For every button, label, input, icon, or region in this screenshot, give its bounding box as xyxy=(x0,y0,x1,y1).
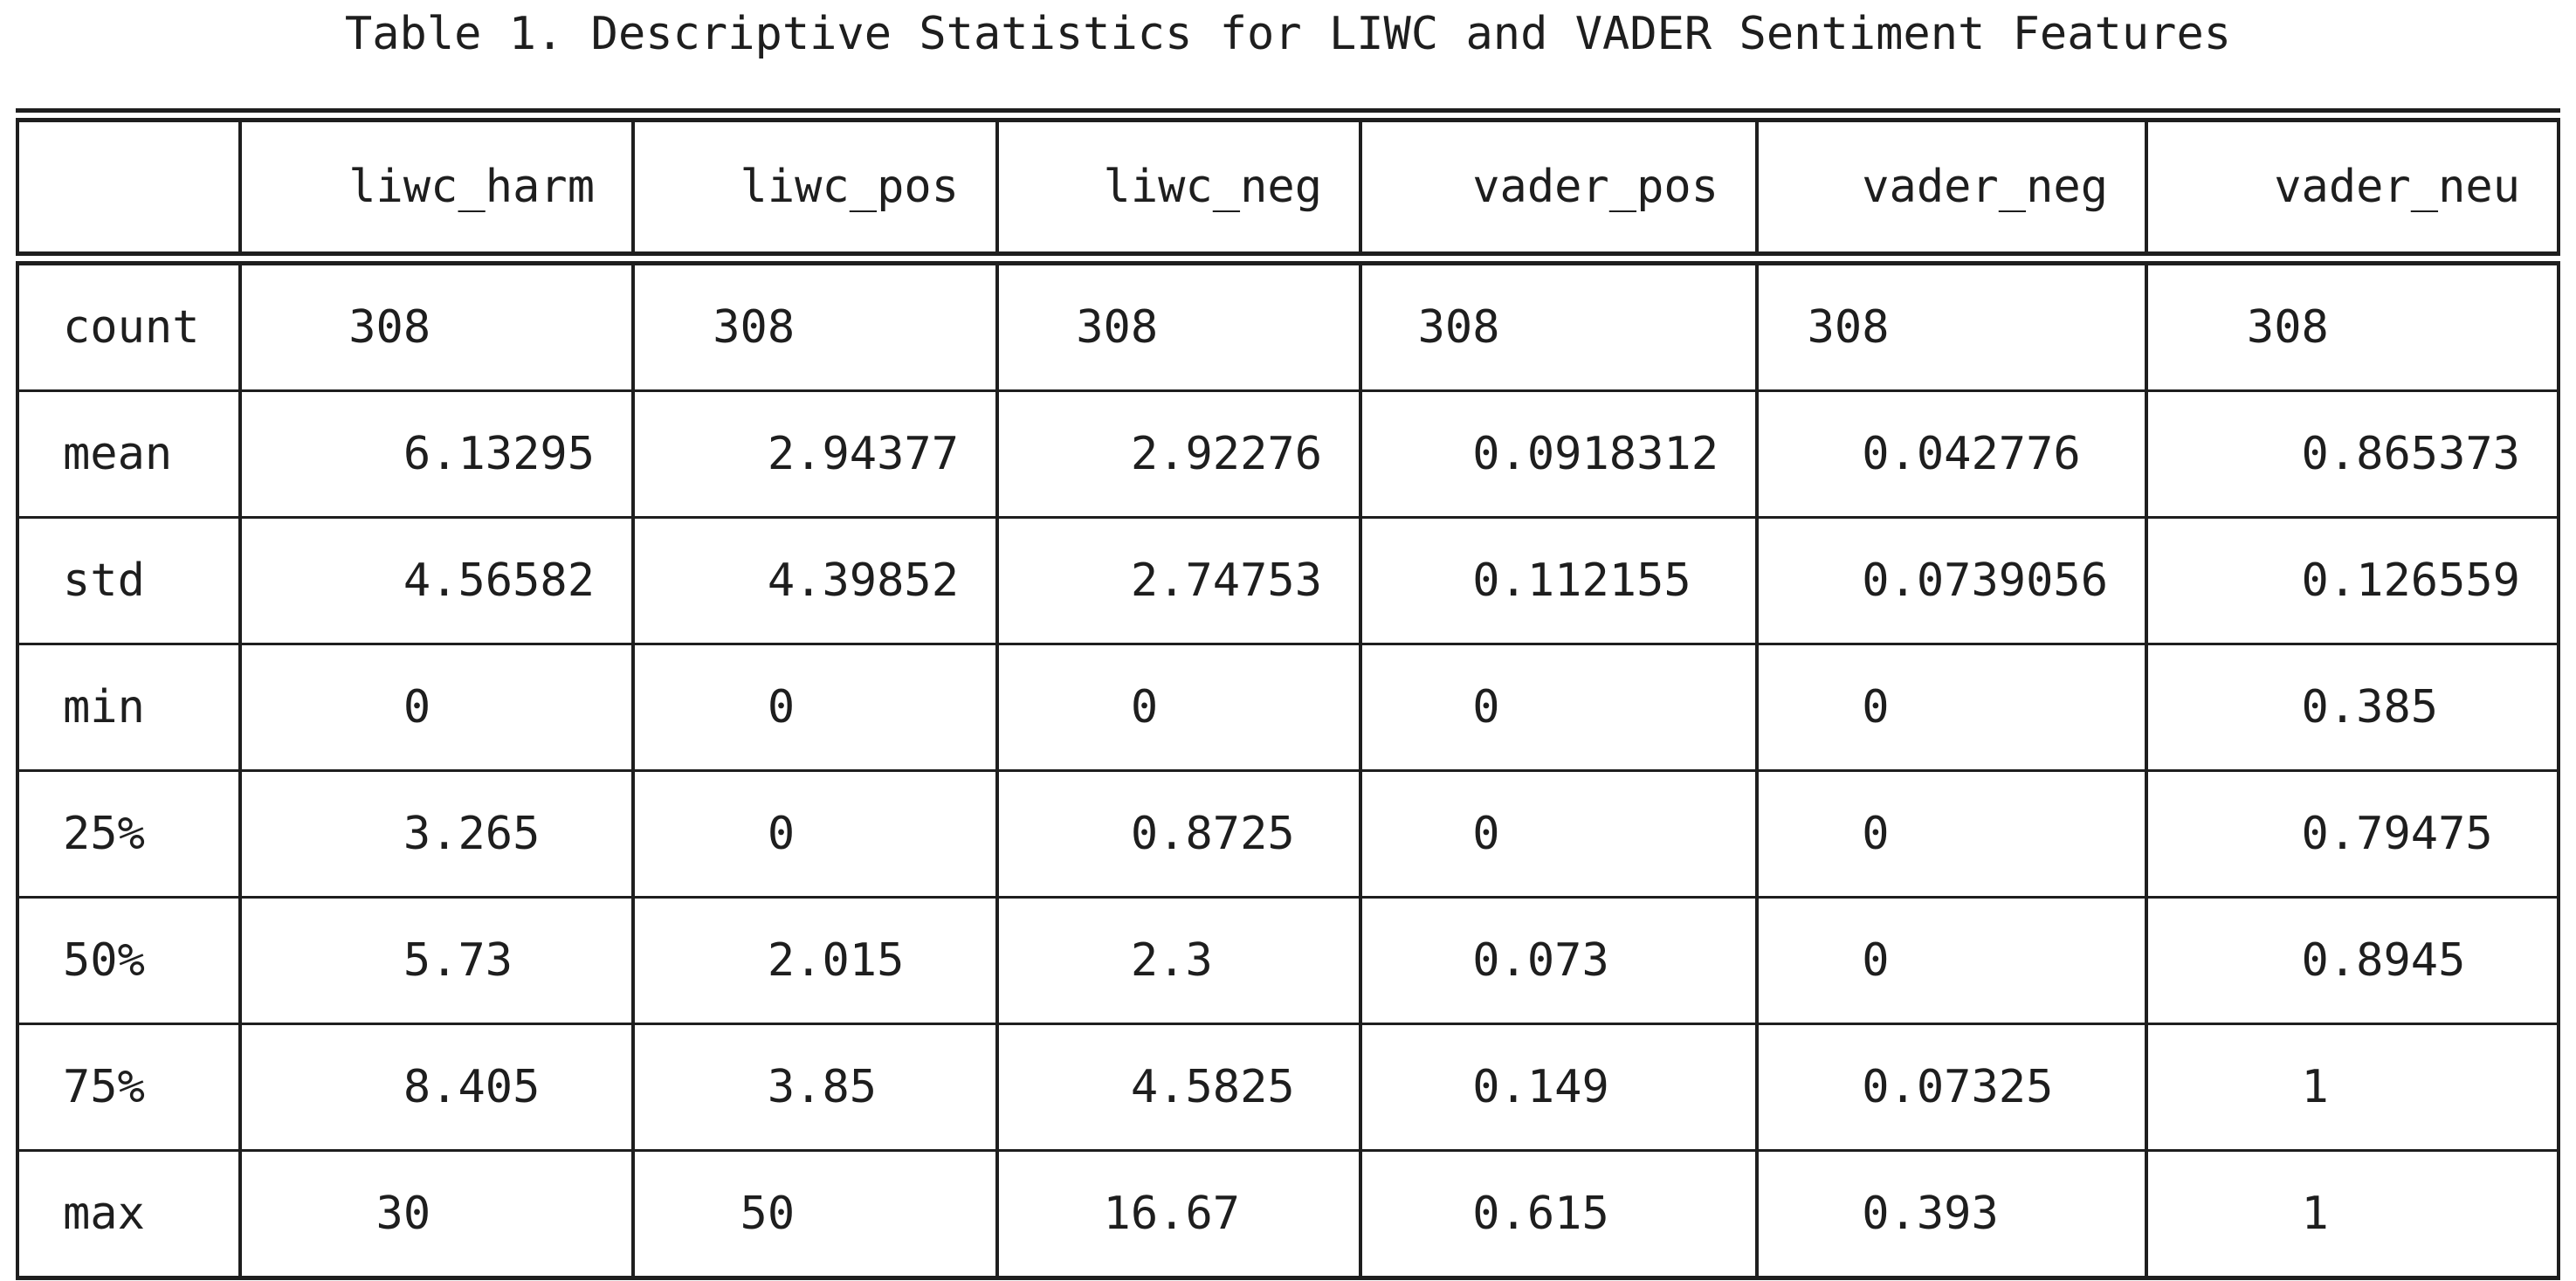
cell-75%-vader_neg: 0.07325 xyxy=(1755,1023,2148,1152)
descriptive-statistics-table: liwc_harm liwc_pos liwc_neg vader_pos vader_… xyxy=(16,108,2560,1281)
cell-max-vader_neu: 1 xyxy=(2145,1149,2560,1281)
cell-50%-vader_neu: 0.8945 xyxy=(2145,896,2560,1025)
cell-max-liwc_neg: 16.67 xyxy=(995,1149,1362,1281)
cell-75%-liwc_pos: 3.85 xyxy=(631,1023,999,1152)
cell-count-vader_pos: 308 xyxy=(1359,257,1759,392)
row-label: 50% xyxy=(16,896,242,1025)
table-body: count 308 308 308 308 308 308 mean 6.1329… xyxy=(16,257,2560,1281)
cell-std-vader_pos: 0.112155 xyxy=(1359,516,1759,645)
table-figure: Table 1. Descriptive Statistics for LIWC… xyxy=(0,5,2576,1281)
cell-count-liwc_pos: 308 xyxy=(631,257,999,392)
cell-max-liwc_harm: 30 xyxy=(238,1149,635,1281)
row-label: min xyxy=(16,643,242,772)
cell-mean-vader_pos: 0.0918312 xyxy=(1359,389,1759,519)
cell-max-liwc_pos: 50 xyxy=(631,1149,999,1281)
table-row-max: max 30 50 16.67 0.615 0.393 1 xyxy=(16,1149,2560,1281)
cell-std-liwc_harm: 4.56582 xyxy=(238,516,635,645)
cell-25%-liwc_neg: 0.8725 xyxy=(995,769,1362,899)
column-header-vader_neu: vader_neu xyxy=(2145,108,2560,265)
cell-std-liwc_pos: 4.39852 xyxy=(631,516,999,645)
cell-min-vader_pos: 0 xyxy=(1359,643,1759,772)
cell-50%-liwc_neg: 2.3 xyxy=(995,896,1362,1025)
cell-mean-liwc_neg: 2.92276 xyxy=(995,389,1362,519)
cell-std-liwc_neg: 2.74753 xyxy=(995,516,1362,645)
table-row-mean: mean 6.13295 2.94377 2.92276 0.0918312 0… xyxy=(16,389,2560,519)
column-header-liwc_pos: liwc_pos xyxy=(631,108,999,265)
cell-std-vader_neg: 0.0739056 xyxy=(1755,516,2148,645)
row-label: std xyxy=(16,516,242,645)
table-row-75%: 75% 8.405 3.85 4.5825 0.149 0.07325 1 xyxy=(16,1023,2560,1152)
cell-25%-vader_neu: 0.79475 xyxy=(2145,769,2560,899)
table-caption: Table 1. Descriptive Statistics for LIWC… xyxy=(344,8,2232,60)
corner-cell xyxy=(16,108,242,265)
cell-max-vader_neg: 0.393 xyxy=(1755,1149,2148,1281)
cell-25%-vader_neg: 0 xyxy=(1755,769,2148,899)
cell-75%-vader_pos: 0.149 xyxy=(1359,1023,1759,1152)
table-row-count: count 308 308 308 308 308 308 xyxy=(16,257,2560,392)
cell-count-liwc_harm: 308 xyxy=(238,257,635,392)
cell-75%-liwc_harm: 8.405 xyxy=(238,1023,635,1152)
cell-min-vader_neg: 0 xyxy=(1755,643,2148,772)
cell-50%-liwc_harm: 5.73 xyxy=(238,896,635,1025)
header-row: liwc_harm liwc_pos liwc_neg vader_pos vader_… xyxy=(16,108,2560,265)
cell-50%-liwc_pos: 2.015 xyxy=(631,896,999,1025)
cell-mean-vader_neu: 0.865373 xyxy=(2145,389,2560,519)
cell-min-vader_neu: 0.385 xyxy=(2145,643,2560,772)
row-label: max xyxy=(16,1149,242,1281)
row-label: 75% xyxy=(16,1023,242,1152)
cell-25%-vader_pos: 0 xyxy=(1359,769,1759,899)
cell-mean-liwc_pos: 2.94377 xyxy=(631,389,999,519)
table-row-50%: 50% 5.73 2.015 2.3 0.073 0 0.8945 xyxy=(16,896,2560,1025)
cell-50%-vader_pos: 0.073 xyxy=(1359,896,1759,1025)
cell-50%-vader_neg: 0 xyxy=(1755,896,2148,1025)
column-header-vader_pos: vader_pos xyxy=(1359,108,1759,265)
cell-mean-liwc_harm: 6.13295 xyxy=(238,389,635,519)
cell-25%-liwc_pos: 0 xyxy=(631,769,999,899)
cell-max-vader_pos: 0.615 xyxy=(1359,1149,1759,1281)
cell-75%-vader_neu: 1 xyxy=(2145,1023,2560,1152)
cell-25%-liwc_harm: 3.265 xyxy=(238,769,635,899)
table-row-min: min 0 0 0 0 0 0.385 xyxy=(16,643,2560,772)
cell-count-vader_neu: 308 xyxy=(2145,257,2560,392)
column-header-liwc_neg: liwc_neg xyxy=(995,108,1362,265)
cell-count-liwc_neg: 308 xyxy=(995,257,1362,392)
cell-count-vader_neg: 308 xyxy=(1755,257,2148,392)
cell-std-vader_neu: 0.126559 xyxy=(2145,516,2560,645)
cell-min-liwc_pos: 0 xyxy=(631,643,999,772)
cell-75%-liwc_neg: 4.5825 xyxy=(995,1023,1362,1152)
cell-min-liwc_neg: 0 xyxy=(995,643,1362,772)
cell-mean-vader_neg: 0.042776 xyxy=(1755,389,2148,519)
row-label: count xyxy=(16,257,242,392)
table-row-std: std 4.56582 4.39852 2.74753 0.112155 0.0… xyxy=(16,516,2560,645)
column-header-liwc_harm: liwc_harm xyxy=(238,108,635,265)
row-label: 25% xyxy=(16,769,242,899)
row-label: mean xyxy=(16,389,242,519)
cell-min-liwc_harm: 0 xyxy=(238,643,635,772)
table-row-25%: 25% 3.265 0 0.8725 0 0 0.79475 xyxy=(16,769,2560,899)
column-header-vader_neg: vader_neg xyxy=(1755,108,2148,265)
